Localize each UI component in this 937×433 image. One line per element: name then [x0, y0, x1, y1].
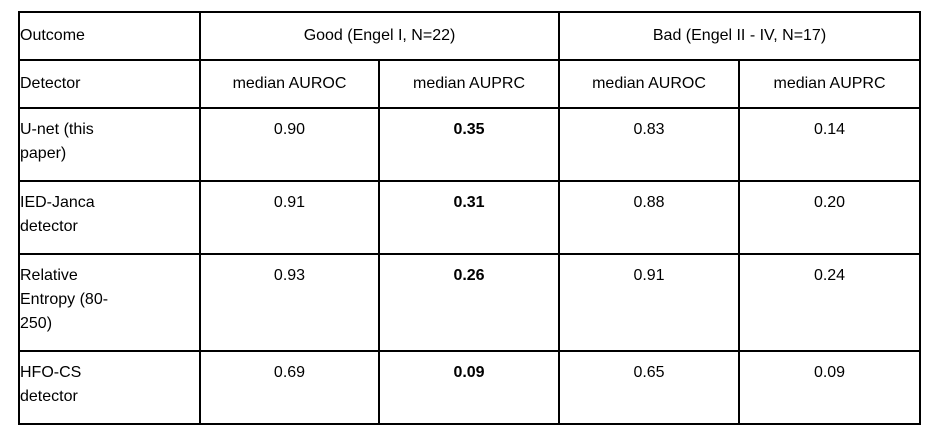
results-table: Outcome Good (Engel I, N=22) Bad (Engel …: [18, 11, 922, 425]
good-auprc-value-cell: 0.31: [377, 180, 561, 255]
good-auprc-value-cell: 0.35: [377, 107, 561, 182]
detector-name-label: U-net (this paper): [20, 121, 94, 162]
good-auroc-header-cell: median AUROC: [199, 59, 380, 109]
detector-name-label: Relative Entropy (80-250): [20, 267, 109, 332]
bad-auroc-value-cell: 0.88: [558, 180, 741, 255]
good-auroc-value-cell: 0.90: [199, 107, 380, 182]
bad-auroc-header-cell: median AUROC: [558, 59, 741, 109]
good-auprc-header-cell: median AUPRC: [377, 59, 561, 109]
header-row-outcome: Outcome Good (Engel I, N=22) Bad (Engel …: [18, 11, 922, 61]
detector-name-label: IED-Janca detector: [20, 194, 95, 235]
bad-auprc-value-cell: 0.14: [738, 107, 922, 182]
bad-auroc-value-cell: 0.83: [558, 107, 741, 182]
bad-auprc-value-cell: 0.20: [738, 180, 922, 255]
good-auroc-value-cell: 0.91: [199, 180, 380, 255]
table-row-hfo-cs: HFO-CS detector 0.69 0.09 0.65 0.09: [18, 350, 922, 425]
bad-auroc-value-cell: 0.91: [558, 253, 741, 352]
bad-group-header-cell: Bad (Engel II - IV, N=17): [558, 11, 922, 61]
detector-header-cell: Detector: [18, 59, 201, 109]
bad-auprc-value-cell: 0.24: [738, 253, 922, 352]
bad-auprc-value-cell: 0.09: [738, 350, 922, 425]
detector-name-label: HFO-CS detector: [20, 364, 82, 405]
bad-auroc-value-cell: 0.65: [558, 350, 741, 425]
detector-name-cell: IED-Janca detector: [18, 180, 201, 255]
detector-name-cell: HFO-CS detector: [18, 350, 201, 425]
good-auprc-value-cell: 0.09: [377, 350, 561, 425]
bad-auprc-header-cell: median AUPRC: [738, 59, 922, 109]
good-group-header-cell: Good (Engel I, N=22): [198, 11, 561, 61]
good-auroc-value-cell: 0.93: [199, 253, 380, 352]
table-row-ied-janca: IED-Janca detector 0.91 0.31 0.88 0.20: [18, 180, 922, 255]
table-row-unet: U-net (this paper) 0.90 0.35 0.83 0.14: [18, 107, 922, 182]
header-row-detector: Detector median AUROC median AUPRC media…: [18, 59, 922, 109]
outcome-header-cell: Outcome: [18, 11, 201, 61]
good-auprc-value-cell: 0.26: [377, 253, 561, 352]
good-auroc-value-cell: 0.69: [199, 350, 380, 425]
detector-name-cell: Relative Entropy (80-250): [18, 253, 201, 352]
table-row-relative-entropy: Relative Entropy (80-250) 0.93 0.26 0.91…: [18, 253, 922, 352]
detector-name-cell: U-net (this paper): [18, 107, 201, 182]
